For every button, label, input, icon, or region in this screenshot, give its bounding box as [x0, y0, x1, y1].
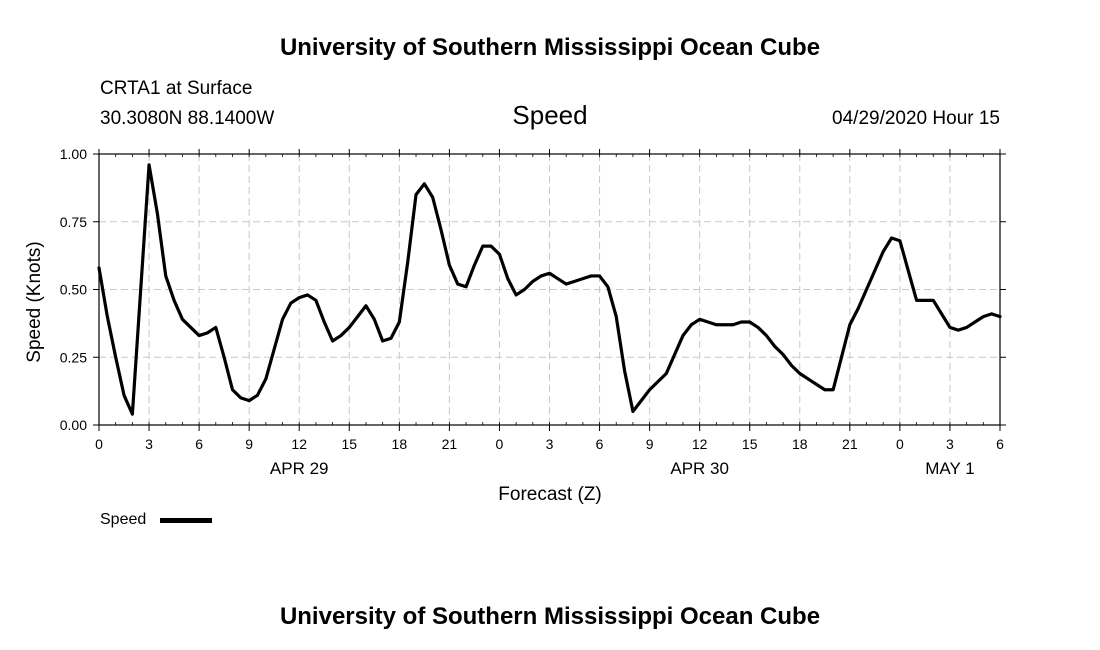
x-tick-label: 15	[742, 436, 758, 452]
series-line-speed	[97, 163, 1002, 416]
x-tick-label: 21	[842, 436, 858, 452]
grid-lines	[99, 154, 1000, 425]
station-label: CRTA1 at Surface	[100, 78, 252, 99]
footer-title: University of Southern Mississippi Ocean…	[280, 603, 820, 630]
axis-ticks: 0.00 0.25 0.50 0.75 1.00 0 3 6 9 12 15 18 21 0 3 6 9 12 15…	[60, 146, 1006, 478]
legend: Speed	[100, 511, 212, 528]
y-tick-label: 0.50	[60, 282, 87, 298]
x-tick-label: 12	[291, 436, 307, 452]
x-tick-label: 9	[245, 436, 253, 452]
init-time-label: 04/29/2020 Hour 15	[832, 108, 1000, 129]
y-tick-label: 0.00	[60, 417, 87, 433]
x-tick-label: 0	[496, 436, 504, 452]
plot-frame	[98, 153, 1001, 426]
legend-label: Speed	[100, 511, 146, 528]
x-tick-label: 0	[896, 436, 904, 452]
x-tick-label: 15	[341, 436, 357, 452]
x-tick-label: 9	[646, 436, 654, 452]
date-label: APR 29	[270, 459, 329, 478]
x-tick-label: 3	[145, 436, 153, 452]
date-label: MAY 1	[925, 459, 974, 478]
x-tick-label: 0	[95, 436, 103, 452]
y-axis-label: Speed (Knots)	[24, 241, 45, 362]
x-tick-label: 6	[996, 436, 1004, 452]
plot-data	[97, 163, 1002, 416]
chart-title: Speed	[512, 100, 587, 130]
x-tick-label: 6	[596, 436, 604, 452]
x-tick-label: 3	[546, 436, 554, 452]
x-axis-label: Forecast (Z)	[498, 484, 601, 505]
y-tick-label: 0.75	[60, 214, 87, 230]
coordinates-label: 30.3080N 88.1400W	[100, 108, 274, 129]
x-tick-label: 3	[946, 436, 954, 452]
x-tick-label: 6	[195, 436, 203, 452]
date-label: APR 30	[670, 459, 729, 478]
figure-title: University of Southern Mississippi Ocean…	[280, 34, 820, 61]
x-tick-label: 18	[792, 436, 808, 452]
y-tick-label: 1.00	[60, 146, 87, 162]
x-tick-label: 21	[442, 436, 458, 452]
x-tick-label: 18	[392, 436, 408, 452]
x-tick-label: 12	[692, 436, 708, 452]
y-tick-label: 0.25	[60, 349, 87, 365]
